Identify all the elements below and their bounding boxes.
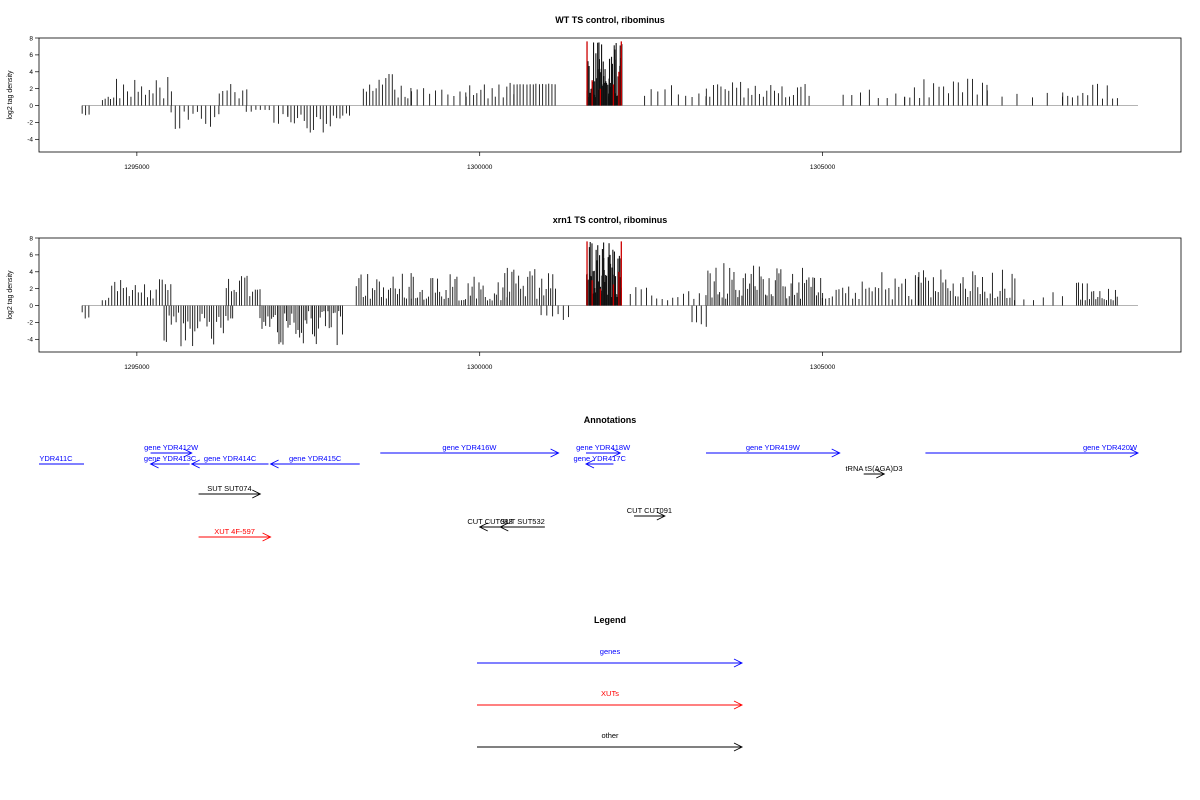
- legend-label: genes: [600, 647, 621, 656]
- legend-items: genes XUTs other: [477, 647, 744, 752]
- xrn1-y-axis-label: log2 tag density: [7, 270, 14, 320]
- annotation-label: gene YDR417C: [574, 454, 627, 463]
- annotation-gene: YDR411C: [39, 454, 84, 465]
- legend-label: XUTs: [601, 689, 619, 698]
- legend-label: other: [601, 731, 619, 740]
- annotation-label: gene YDR414C: [204, 454, 257, 463]
- y-tick-label: 0: [29, 103, 33, 110]
- annotation-other: SUT SUT074: [198, 484, 262, 499]
- annotation-label: gene YDR412W: [144, 443, 199, 452]
- annotation-other: CUT CUT083: [467, 517, 513, 532]
- annotation-label: tRNA tS(AGA)D3: [845, 464, 902, 473]
- y-tick-label: -2: [27, 120, 33, 127]
- annotation-gene: gene YDR417C: [574, 454, 627, 469]
- xrn1-panel-title: xrn1 TS control, ribominus: [553, 215, 668, 225]
- annotation-label: gene YDR413C: [144, 454, 197, 463]
- xrn1-bars: [81, 241, 1138, 347]
- y-tick-label: 8: [29, 235, 33, 242]
- y-tick-label: 6: [29, 52, 33, 59]
- annotations-title: Annotations: [584, 415, 637, 425]
- legend-title: Legend: [594, 615, 626, 625]
- annotation-other: tRNA tS(AGA)D3: [845, 464, 903, 479]
- xrn1-x-axis: 1295000 1300000 1305000: [124, 352, 836, 371]
- legend: Legend genes XUTs other: [477, 615, 744, 752]
- annotation-gene: gene YDR414C: [190, 454, 269, 469]
- legend-item-xut: XUTs: [477, 689, 744, 710]
- y-tick-label: -2: [27, 320, 33, 327]
- wt-panel: WT TS control, ribominus log2 tag densit…: [7, 15, 1182, 171]
- annotation-gene: gene YDR416W: [380, 443, 560, 458]
- annotation-other: CUT CUT091: [627, 506, 672, 521]
- annotation-label: XUT 4F-597: [214, 527, 255, 536]
- annotation-label: CUT CUT083: [467, 517, 512, 526]
- xrn1-y-axis: -4 -2 0 2 4 6 8: [27, 235, 39, 344]
- x-tick-label: 1305000: [810, 364, 836, 371]
- annotation-gene: gene YDR418W: [576, 443, 631, 458]
- annotation-gene: gene YDR412W: [144, 443, 199, 458]
- y-tick-label: 6: [29, 252, 33, 259]
- xrn1-plot-frame: [38, 237, 1182, 353]
- wt-x-axis: 1295000 1300000 1305000: [124, 152, 836, 171]
- y-tick-label: -4: [27, 137, 33, 144]
- wt-bars: [81, 41, 1138, 133]
- x-tick-label: 1295000: [124, 364, 150, 371]
- xrn1-panel: xrn1 TS control, ribominus log2 tag dens…: [7, 215, 1182, 371]
- x-tick-label: 1300000: [467, 364, 493, 371]
- annotation-xut: XUT 4F-597: [198, 527, 272, 542]
- annotations-track: Annotations YDR411C gene YDR412W gene YDR4…: [39, 415, 1140, 542]
- annotation-label: gene YDR420W: [1083, 443, 1138, 452]
- wt-plot-frame: [38, 37, 1182, 153]
- y-tick-label: 8: [29, 35, 33, 42]
- annotation-label: YDR411C: [39, 454, 73, 463]
- annotation-label: gene YDR419W: [746, 443, 801, 452]
- y-tick-label: 2: [29, 286, 33, 293]
- annotation-gene: gene YDR420W: [925, 443, 1140, 458]
- legend-item-gene: genes: [477, 647, 744, 668]
- y-tick-label: 4: [29, 69, 33, 76]
- annotation-label: gene YDR416W: [442, 443, 497, 452]
- y-tick-label: 2: [29, 86, 33, 93]
- annotation-gene: gene YDR415C: [269, 454, 360, 469]
- y-tick-label: 4: [29, 269, 33, 276]
- y-tick-label: 0: [29, 303, 33, 310]
- annotation-label: gene YDR415C: [289, 454, 342, 463]
- annotation-label: SUT SUT074: [207, 484, 251, 493]
- x-tick-label: 1305000: [810, 164, 836, 171]
- wt-y-axis: -4 -2 0 2 4 6 8: [27, 35, 39, 144]
- annotation-label: CUT CUT091: [627, 506, 672, 515]
- annotation-label: gene YDR418W: [576, 443, 631, 452]
- x-tick-label: 1295000: [124, 164, 150, 171]
- x-tick-label: 1300000: [467, 164, 493, 171]
- legend-item-other: other: [477, 731, 744, 752]
- annotation-gene: gene YDR419W: [706, 443, 841, 458]
- annotation-gene: gene YDR413C: [144, 454, 197, 469]
- y-tick-label: -4: [27, 337, 33, 344]
- wt-y-axis-label: log2 tag density: [7, 70, 14, 120]
- annotation-label: SUT SUT532: [500, 517, 544, 526]
- wt-panel-title: WT TS control, ribominus: [555, 15, 665, 25]
- annotation-features: YDR411C gene YDR412W gene YDR413C gene YDR4…: [39, 443, 1140, 542]
- annotation-other: SUT SUT532: [499, 517, 545, 532]
